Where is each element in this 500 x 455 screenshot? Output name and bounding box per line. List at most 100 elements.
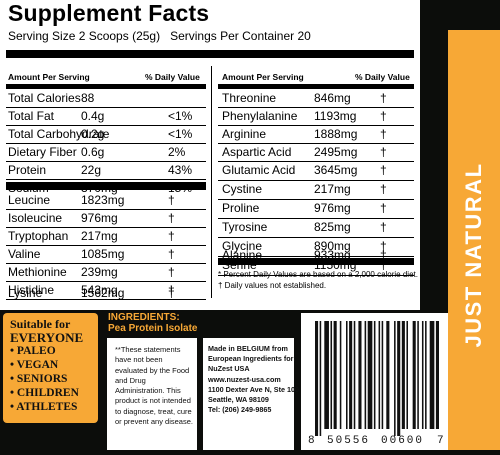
row-divider: [218, 180, 414, 181]
amino-dv: †: [380, 163, 387, 177]
row-divider: [218, 218, 414, 219]
nutrient-dv: <1%: [168, 127, 193, 141]
nutrient-name: Total Fat: [8, 109, 55, 123]
barcode-box: 8 50556 00600 7: [301, 313, 448, 450]
suitable-item: • PALEO: [10, 345, 56, 357]
left-header-bar: [6, 84, 206, 89]
barcode-bar: [397, 321, 401, 436]
barcode-bar: [324, 321, 329, 429]
amino-name: Tryptophan: [8, 229, 69, 243]
amino-name: Glutamic Acid: [222, 163, 296, 177]
brand-band: [448, 30, 500, 450]
row-divider: [6, 245, 206, 246]
amino-dv: †: [380, 182, 387, 196]
table-row: Tryptophan 217mg †: [8, 228, 206, 246]
table-row: Protein 22g 43%: [8, 162, 206, 180]
suitable-item: • CHILDREN: [10, 387, 79, 399]
row-divider: [6, 299, 206, 300]
amino-name: Histidine: [8, 283, 55, 297]
manufacturer-box: Made in BELGIUM from European Ingredient…: [203, 338, 299, 450]
barcode-left-group: 50556: [327, 435, 371, 447]
barcode-bar: [330, 321, 333, 429]
nutrient-amount: 22g: [81, 163, 102, 177]
suitable-for-box: [3, 313, 98, 423]
nutrient-amount: 88: [81, 91, 95, 105]
row-divider: [6, 227, 206, 228]
footnote-not-established: † Daily values not established.: [218, 281, 327, 290]
nutrient-amount: 0.6g: [81, 145, 105, 159]
barcode-bar: [429, 321, 435, 429]
table-row: Phenylalanine 1193mg †: [222, 108, 412, 126]
barcode-first-digit: 8: [308, 435, 315, 447]
nutrient-dv: 2%: [168, 145, 186, 159]
nutrient-name: Total Carbohydrate: [8, 127, 110, 141]
amino-dv: †: [168, 229, 175, 243]
made-in-line: www.nuzest-usa.com: [208, 374, 281, 384]
table-row: Glycine 890mg †: [222, 238, 412, 256]
barcode-bar: [349, 321, 353, 429]
amino-amount: 3645mg: [314, 163, 358, 177]
column-divider: [211, 66, 212, 298]
made-in-line: NuZest USA: [208, 364, 250, 374]
amino-dv: †: [380, 127, 387, 141]
amino-amount: 1823mg: [81, 193, 125, 207]
nutrient-amount: 0.4g: [81, 109, 105, 123]
amino-amount: 976mg: [314, 201, 351, 215]
barcode-last-digit: 7: [437, 435, 444, 447]
right-header-dv: % Daily Value: [355, 72, 410, 82]
amino-amount: 543mg: [81, 283, 118, 297]
made-in-line: 1100 Dexter Ave N, Ste 100: [208, 384, 299, 394]
amino-dv: †: [168, 286, 175, 300]
footnote-daily-value: * Percent Daily Values are based on a 2,…: [218, 270, 418, 279]
amino-dv: †: [380, 248, 387, 262]
amino-name: Tyrosine: [222, 220, 268, 234]
ingredients-value: Pea Protein Isolate: [108, 323, 198, 334]
nutrient-dv: <1%: [168, 109, 193, 123]
row-divider: [6, 179, 206, 180]
made-in-line: Tel: (206) 249-9865: [208, 405, 272, 415]
made-in-line: European Ingredients for:: [208, 354, 296, 364]
barcode-bar: [435, 321, 439, 429]
barcode-bar: [315, 321, 319, 436]
table-row: Tyrosine 825mg †: [222, 219, 412, 237]
barcode-bar: [367, 321, 373, 429]
table-row: Histidine 543mg †: [8, 282, 206, 300]
table-row: Total Fat 0.4g <1%: [8, 108, 206, 126]
panel-title: Supplement Facts: [8, 0, 210, 26]
barcode-bar: [333, 321, 337, 429]
amino-name: Arginine: [222, 127, 267, 141]
made-in-line: Seattle, WA 98109: [208, 395, 269, 405]
barcode-bar: [381, 321, 384, 429]
barcode-bar: [378, 321, 381, 429]
row-divider: [218, 125, 414, 126]
row-divider: [218, 161, 414, 162]
amino-amount: 217mg: [81, 229, 118, 243]
table-row: Leucine 1823mg †: [8, 192, 206, 210]
amino-amount: 825mg: [314, 220, 351, 234]
nutrient-dv: 43%: [168, 163, 193, 177]
amino-amount: 1193mg: [314, 109, 357, 123]
row-divider: [218, 199, 414, 200]
suitable-everyone: EVERYONE: [10, 330, 84, 345]
amino-dv: †: [168, 211, 175, 225]
row-divider: [6, 263, 206, 264]
amino-dv: †: [380, 258, 387, 272]
left-header-dv: % Daily Value: [145, 72, 200, 82]
barcode-bar: [425, 321, 427, 429]
row-divider: [6, 281, 206, 282]
amino-amount: 890mg: [314, 239, 351, 253]
nutrient-name: Protein: [8, 163, 47, 177]
suitable-item: • VEGAN: [10, 359, 59, 371]
amino-name: Threonine: [222, 91, 277, 105]
barcode-right-group: 00600: [381, 435, 425, 447]
amino-name: Leucine: [8, 193, 51, 207]
barcode-bar: [412, 321, 416, 429]
amino-name: Valine: [8, 247, 41, 261]
amino-name: Proline: [222, 201, 260, 215]
amino-dv: †: [380, 91, 387, 105]
amino-name: Phenylalanine: [222, 109, 298, 123]
barcode-bar: [339, 321, 342, 429]
right-header-bar: [218, 84, 414, 89]
amino-dv: †: [168, 283, 175, 297]
